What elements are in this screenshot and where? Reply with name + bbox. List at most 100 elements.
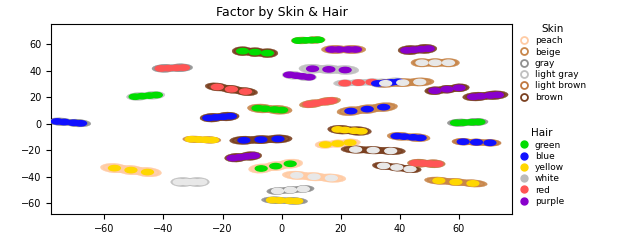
Ellipse shape [317,174,346,182]
Ellipse shape [134,167,161,177]
Circle shape [141,169,154,175]
Circle shape [332,127,344,132]
Circle shape [378,104,390,110]
Circle shape [273,198,285,203]
Circle shape [466,120,477,125]
Ellipse shape [385,164,408,171]
Ellipse shape [479,91,508,100]
Circle shape [270,164,282,169]
Circle shape [484,93,496,98]
Circle shape [136,94,148,99]
Ellipse shape [262,197,291,204]
Circle shape [225,113,236,119]
Ellipse shape [463,92,491,101]
Ellipse shape [257,49,278,58]
Ellipse shape [372,162,395,170]
Circle shape [177,65,189,70]
Circle shape [415,47,427,52]
Ellipse shape [337,107,365,116]
Circle shape [237,49,248,54]
Circle shape [319,142,332,147]
Ellipse shape [360,79,383,86]
Ellipse shape [220,85,243,93]
Ellipse shape [238,152,262,160]
Circle shape [404,166,416,172]
Circle shape [218,114,229,119]
Ellipse shape [225,153,248,162]
Ellipse shape [244,48,266,57]
Circle shape [422,46,434,51]
Title: Factor by Skin & Hair: Factor by Skin & Hair [216,6,348,19]
Ellipse shape [127,93,150,100]
Circle shape [342,47,355,52]
Circle shape [429,88,441,93]
Ellipse shape [214,112,239,121]
Circle shape [392,79,404,85]
Ellipse shape [264,135,292,143]
Ellipse shape [353,105,381,114]
Circle shape [323,67,335,72]
Ellipse shape [248,164,274,173]
Ellipse shape [341,146,371,153]
Ellipse shape [282,71,304,79]
Ellipse shape [388,78,417,87]
Ellipse shape [280,187,301,193]
Ellipse shape [411,59,433,67]
Ellipse shape [332,66,359,75]
Circle shape [470,140,483,145]
Circle shape [291,199,303,204]
Ellipse shape [100,163,129,173]
Legend: green, blue, yellow, white, red, purple: green, blue, yellow, white, red, purple [516,125,568,209]
Circle shape [417,161,429,166]
Circle shape [310,101,322,106]
Circle shape [75,121,86,126]
Circle shape [442,60,454,65]
Circle shape [193,137,204,142]
Ellipse shape [321,45,349,54]
Circle shape [252,105,264,111]
Ellipse shape [232,47,253,56]
Ellipse shape [279,198,308,204]
Circle shape [307,66,319,71]
Ellipse shape [200,113,225,122]
Circle shape [255,166,267,171]
Circle shape [185,137,197,142]
Ellipse shape [328,140,348,148]
Circle shape [248,153,259,158]
Ellipse shape [171,177,195,187]
Ellipse shape [264,105,292,114]
Circle shape [414,135,426,140]
Circle shape [367,148,379,153]
Ellipse shape [459,180,487,187]
Circle shape [397,80,408,85]
Circle shape [272,188,284,194]
Circle shape [414,79,426,85]
Ellipse shape [183,136,207,143]
Circle shape [424,161,436,166]
Ellipse shape [333,80,356,87]
Circle shape [303,102,315,107]
Circle shape [170,65,182,70]
Circle shape [380,81,392,86]
Ellipse shape [387,132,414,140]
Ellipse shape [63,119,91,127]
Circle shape [195,179,207,185]
Ellipse shape [263,161,288,171]
Circle shape [326,175,337,181]
Ellipse shape [316,65,342,74]
Circle shape [372,81,383,86]
Circle shape [239,89,252,94]
Ellipse shape [479,139,501,146]
Ellipse shape [344,127,371,135]
Circle shape [453,85,465,90]
Circle shape [416,60,428,65]
Ellipse shape [248,104,275,113]
Circle shape [379,80,390,86]
Circle shape [474,94,486,99]
Circle shape [269,107,280,112]
Ellipse shape [358,147,388,154]
Circle shape [296,74,308,79]
Ellipse shape [205,83,229,91]
Ellipse shape [369,79,392,87]
Circle shape [467,181,479,186]
